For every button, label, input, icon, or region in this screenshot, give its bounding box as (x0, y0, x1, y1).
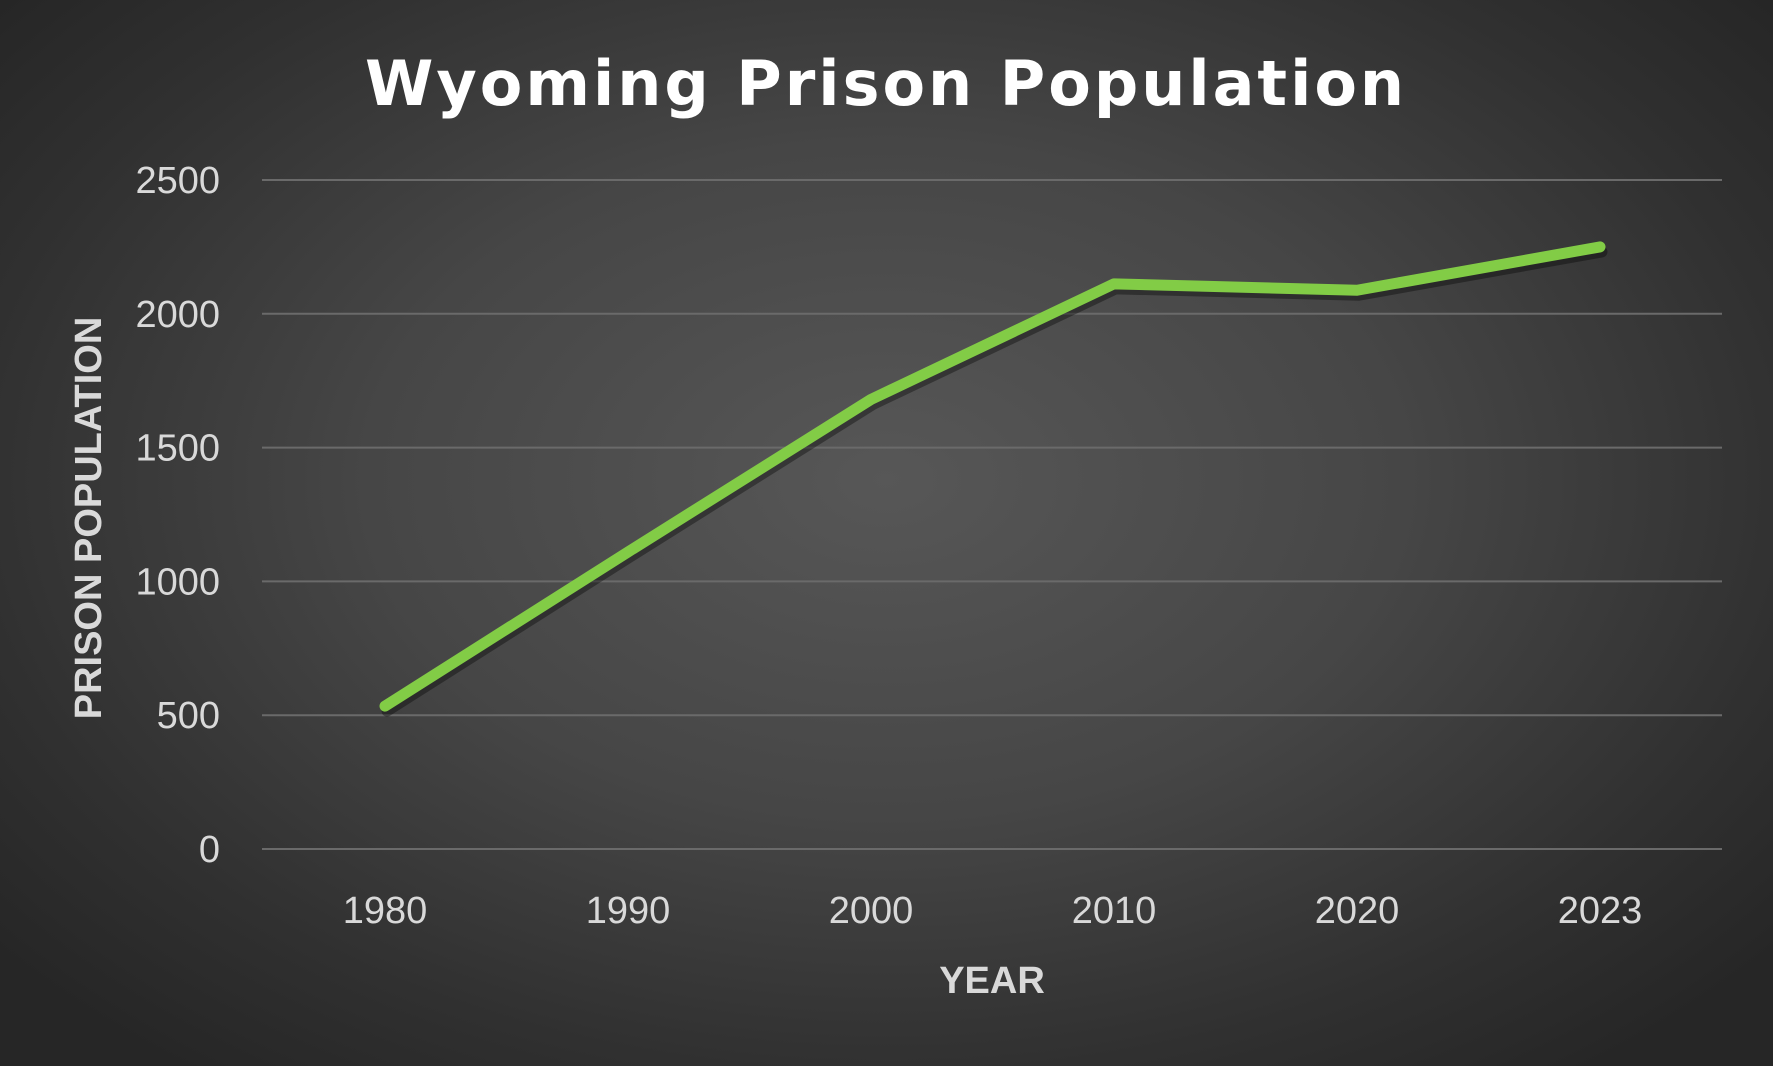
y-axis-tick-labels: 0 500 1000 1500 2000 2500 (135, 160, 220, 871)
x-tick-label: 1980 (343, 890, 428, 932)
data-point-2000 (870, 398, 872, 401)
data-point-2010 (1113, 282, 1115, 285)
y-tick-label: 2500 (135, 160, 220, 202)
data-point-2023 (1599, 245, 1601, 248)
x-tick-label: 2023 (1558, 890, 1643, 932)
y-tick-label: 2000 (135, 294, 220, 336)
y-tick-label: 500 (157, 695, 220, 737)
data-point-1980 (384, 705, 386, 708)
y-tick-label: 1500 (135, 428, 220, 470)
y-axis-title: PRISON POPULATION (68, 317, 110, 720)
gridlines (262, 179, 1722, 850)
x-axis-tick-labels: 1980 1990 2000 2010 2020 2023 (343, 890, 1643, 932)
series-layer (379, 241, 1608, 717)
x-tick-label: 1990 (586, 890, 671, 932)
chart-title: Wyoming Prison Population (365, 47, 1407, 120)
y-tick-label: 1000 (135, 561, 220, 603)
x-tick-label: 2020 (1315, 890, 1400, 932)
x-axis-title: YEAR (939, 960, 1045, 1002)
x-tick-label: 2010 (1072, 890, 1157, 932)
series-line-0 (379, 241, 1606, 712)
data-point-2020 (1356, 289, 1358, 292)
x-tick-label: 2000 (829, 890, 914, 932)
series-line-shadow (381, 246, 1608, 717)
data-point-1990 (627, 550, 629, 553)
y-tick-label: 0 (199, 829, 220, 871)
